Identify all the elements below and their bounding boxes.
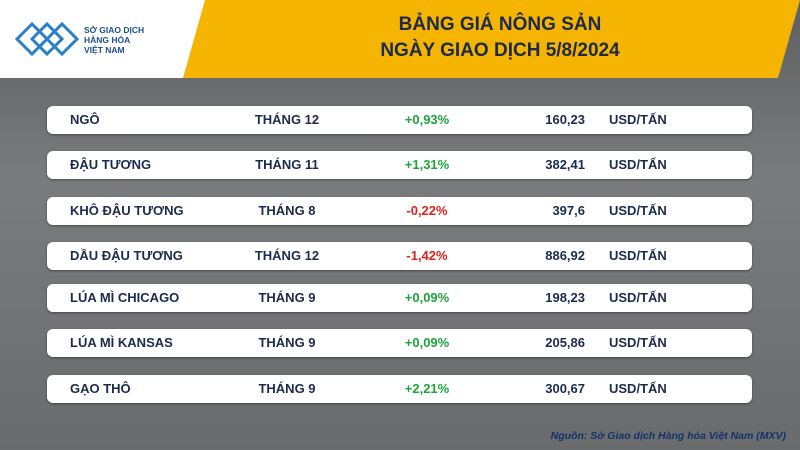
table-row: NGÔ THÁNG 12 +0,93% 160,23 USD/TẤN — [47, 106, 752, 134]
commodity: GẠO THÔ — [70, 381, 131, 396]
contract-month: THÁNG 8 — [258, 203, 316, 218]
contract-month: THÁNG 12 — [254, 112, 320, 127]
contract-month: THÁNG 12 — [254, 248, 320, 263]
contract-month: THÁNG 9 — [258, 381, 316, 396]
commodity: LÚA MÌ KANSAS — [70, 335, 173, 350]
source: Nguồn: Sở Giao dịch Hàng hóa Việt Nam (M… — [550, 430, 786, 442]
table-row: ĐẬU TƯƠNG THÁNG 11 +1,31% 382,41 USD/TẤN — [47, 151, 752, 179]
price: 886,92 — [545, 248, 585, 263]
price: 382,41 — [545, 157, 585, 172]
table-row: LÚA MÌ CHICAGO THÁNG 9 +0,09% 198,23 USD/TẤN — [47, 284, 752, 312]
title: BẢNG GIÁ NÔNG SẢN — [398, 14, 602, 35]
price: 300,67 — [545, 381, 585, 396]
unit: USD/TẤN — [609, 248, 667, 263]
logo-text: SỞ GIAO DỊCH — [84, 25, 145, 35]
logo: SỞ GIAO DỊCH HÀNG HÓA VIỆT NAM — [0, 0, 205, 78]
contract-month: THÁNG 9 — [258, 335, 316, 350]
subtitle: NGÀY GIAO DỊCH 5/8/2024 — [380, 40, 620, 61]
price: 205,86 — [545, 335, 585, 350]
logo-text: HÀNG HÓA — [84, 35, 131, 45]
logo-text: VIỆT NAM — [84, 45, 125, 55]
commodity: NGÔ — [70, 112, 100, 127]
table-row: KHÔ ĐẬU TƯƠNG THÁNG 8 -0,22% 397,6 USD/TẤN — [47, 197, 752, 225]
header-band — [180, 0, 800, 78]
price: 397,6 — [552, 203, 585, 218]
logo-icon — [12, 14, 82, 64]
commodity: KHÔ ĐẬU TƯƠNG — [70, 203, 184, 218]
change: -0,22% — [406, 203, 448, 218]
commodity: ĐẬU TƯƠNG — [70, 157, 152, 172]
change: +0,09% — [404, 335, 450, 350]
change: +0,93% — [404, 112, 450, 127]
change: +2,21% — [404, 381, 450, 396]
change: -1,42% — [406, 248, 448, 263]
unit: USD/TẤN — [609, 157, 667, 172]
table-row: DẦU ĐẬU TƯƠNG THÁNG 12 -1,42% 886,92 USD/TẤN — [47, 242, 752, 270]
commodity: LÚA MÌ CHICAGO — [70, 290, 180, 305]
unit: USD/TẤN — [609, 290, 667, 305]
change: +0,09% — [404, 290, 450, 305]
unit: USD/TẤN — [609, 112, 667, 127]
price: 198,23 — [545, 290, 585, 305]
change: +1,31% — [404, 157, 450, 172]
contract-month: THÁNG 11 — [255, 157, 319, 172]
unit: USD/TẤN — [609, 335, 667, 350]
contract-month: THÁNG 9 — [258, 290, 316, 305]
commodity: DẦU ĐẬU TƯƠNG — [70, 248, 183, 263]
unit: USD/TẤN — [609, 203, 667, 218]
unit: USD/TẤN — [609, 381, 667, 396]
table-row: LÚA MÌ KANSAS THÁNG 9 +0,09% 205,86 USD/TẤN — [47, 329, 752, 357]
price: 160,23 — [545, 112, 585, 127]
table-row: GẠO THÔ THÁNG 9 +2,21% 300,67 USD/TẤN — [47, 375, 752, 403]
